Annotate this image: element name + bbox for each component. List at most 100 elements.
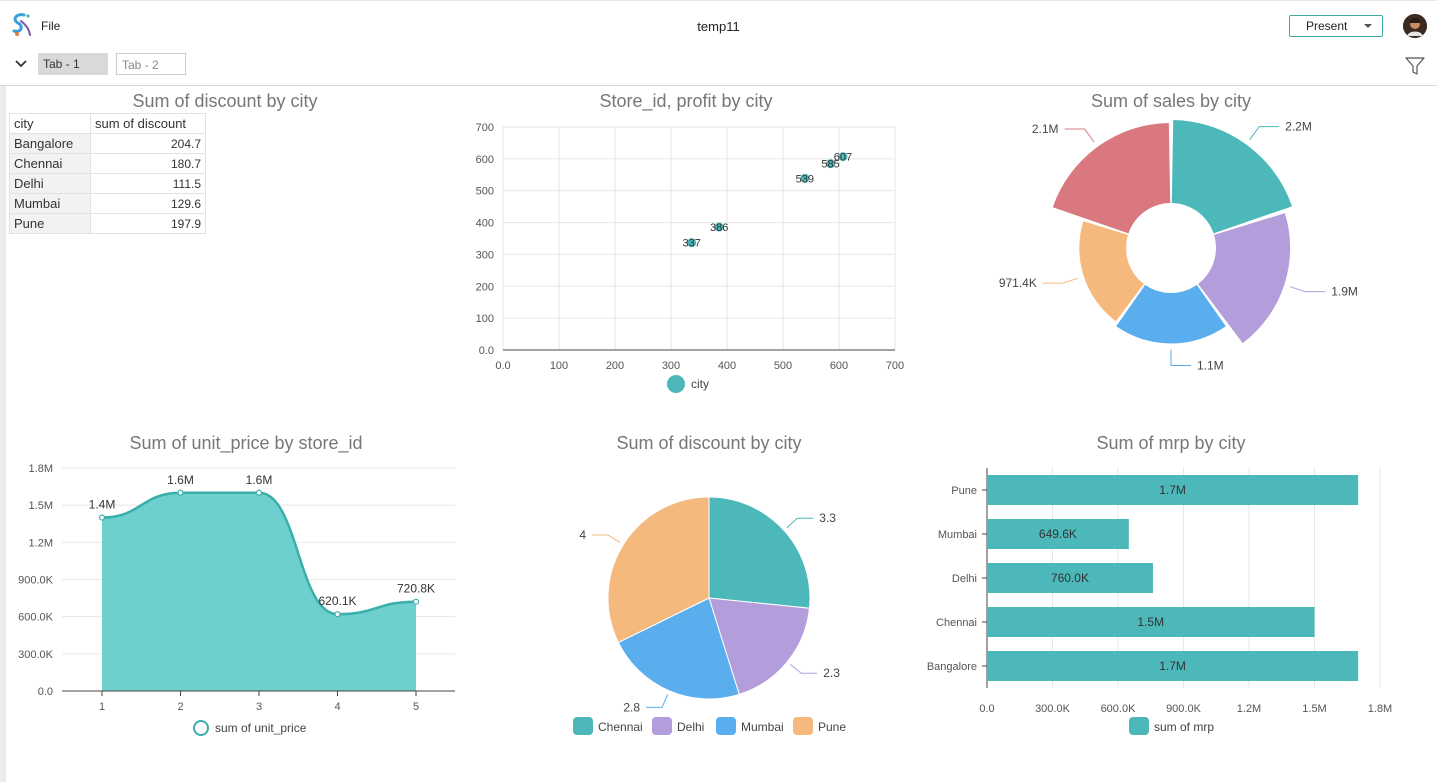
category-label: Pune [951, 485, 977, 497]
area-point [98, 514, 106, 521]
chevron-down-icon[interactable] [14, 59, 28, 69]
y-tick-label: 1.8M [29, 463, 53, 475]
y-tick-label: 600.0K [18, 612, 54, 624]
point-label: 337 [683, 238, 701, 250]
scatter-point [838, 152, 848, 162]
leader-line [790, 663, 818, 674]
file-menu[interactable]: File [41, 19, 61, 33]
legend-marker [1129, 717, 1149, 735]
x-tick-label: 1 [99, 701, 105, 713]
leader-line [592, 534, 621, 543]
slice-label: 2.8 [623, 700, 640, 714]
bar [987, 475, 1359, 505]
legend-label: sum of mrp [1154, 720, 1214, 734]
pie-chart: 3.3 2.3 2.8 4 Chennai Delhi Mumbai Pune [573, 496, 846, 735]
pie-slice [607, 496, 710, 644]
x-tick-label: 900.0K [1166, 703, 1202, 715]
slice-label: 4 [579, 528, 586, 542]
category-label: Mumbai [938, 529, 977, 541]
document-title: temp11 [697, 19, 740, 34]
data-label: 1.4M [89, 498, 116, 512]
present-button[interactable]: Present [1289, 15, 1383, 37]
y-tick-label: 400 [476, 218, 494, 230]
data-label: 1.6M [246, 473, 273, 487]
area-point [334, 611, 341, 618]
pie-slice [708, 496, 811, 609]
slice-label: 1.1M [1197, 359, 1224, 373]
user-avatar[interactable] [1403, 14, 1427, 38]
column-header-sum-of-discount: sum of discount [90, 113, 206, 134]
donut-slice [1171, 120, 1293, 234]
leader-line [646, 694, 669, 708]
slice-label: 2.1M [1032, 122, 1059, 136]
app-logo-icon[interactable] [9, 12, 33, 38]
x-tick-label: 600.0K [1101, 703, 1137, 715]
leader-line [1064, 128, 1095, 143]
donut-slice [1079, 221, 1144, 322]
category-label: Chennai [936, 617, 977, 629]
x-tick-label: 1.5M [1302, 703, 1326, 715]
bar-value-label: 1.5M [1137, 615, 1164, 629]
leader-line [1042, 277, 1079, 284]
x-tick-label: 0.0 [495, 360, 510, 372]
donut-slice [1052, 122, 1171, 234]
table-cell-city: Delhi [9, 173, 91, 194]
table-cell-value: 111.5 [90, 173, 206, 194]
discount-table: city sum of discount Bangalore 204.7 Chen… [9, 113, 206, 234]
scatter-point [800, 173, 810, 183]
table-row: Delhi 111.5 [9, 173, 206, 194]
y-tick-label: 1.2M [29, 537, 53, 549]
x-tick-label: 1.2M [1237, 703, 1261, 715]
tab-2[interactable]: Tab - 2 [116, 53, 186, 75]
leader-line [1249, 126, 1280, 140]
donut-chart-title: Sum of sales by city [1090, 91, 1252, 111]
present-button-label: Present [1306, 18, 1348, 33]
legend-label: Pune [818, 720, 846, 734]
bar-value-label: 649.6K [1039, 527, 1077, 541]
legend-marker [652, 717, 672, 735]
table-cell-city: Chennai [9, 153, 91, 174]
x-tick-label: 300 [662, 360, 680, 372]
point-label: 539 [796, 173, 814, 185]
x-tick-label: 5 [413, 701, 419, 713]
y-tick-label: 200 [476, 281, 494, 293]
y-tick-label: 0.0 [479, 345, 494, 357]
donut-slice [1198, 213, 1291, 344]
y-tick-label: 700 [476, 122, 494, 134]
column-header-city: city [9, 113, 91, 134]
scatter-chart-title: Store_id, profit by city [599, 91, 773, 111]
x-tick-label: 1.8M [1368, 703, 1392, 715]
table-cell-value: 180.7 [90, 153, 206, 174]
slice-label: 2.3 [823, 666, 840, 680]
category-label: Bangalore [927, 661, 977, 673]
x-tick-label: 100 [550, 360, 568, 372]
table-row: Bangalore 204.7 [9, 133, 206, 154]
y-tick-label: 0.0 [38, 686, 53, 698]
left-panel-strip [0, 86, 6, 782]
legend-marker [667, 375, 685, 393]
pie-slice [708, 597, 811, 695]
point-label: 607 [834, 152, 852, 164]
x-tick-label: 700 [886, 360, 904, 372]
leader-line [1289, 286, 1326, 293]
table-cell-city: Mumbai [9, 193, 91, 214]
legend-marker [716, 717, 736, 735]
x-tick-label: 600 [830, 360, 848, 372]
leader-line [1170, 349, 1191, 366]
category-label: Delhi [952, 573, 977, 585]
scatter-chart: 0.00.0 100 100 200 200 300 300 400 400 500 500 600 6… [476, 122, 904, 393]
legend-marker [573, 717, 593, 735]
area-point [177, 489, 184, 496]
tab-1[interactable]: Tab - 1 [38, 53, 108, 75]
area-point [412, 598, 420, 605]
table-cell-city: Pune [9, 213, 91, 234]
top-bar: File temp11 Present [0, 0, 1437, 51]
area-fill [102, 492, 416, 691]
filter-icon[interactable] [1404, 55, 1426, 77]
leader-line [786, 517, 814, 528]
y-tick-label: 100 [476, 313, 494, 325]
x-tick-label: 200 [606, 360, 624, 372]
table-row: Pune 197.9 [9, 213, 206, 234]
x-tick-label: 0.0 [979, 703, 994, 715]
y-tick-label: 1.5M [29, 500, 53, 512]
